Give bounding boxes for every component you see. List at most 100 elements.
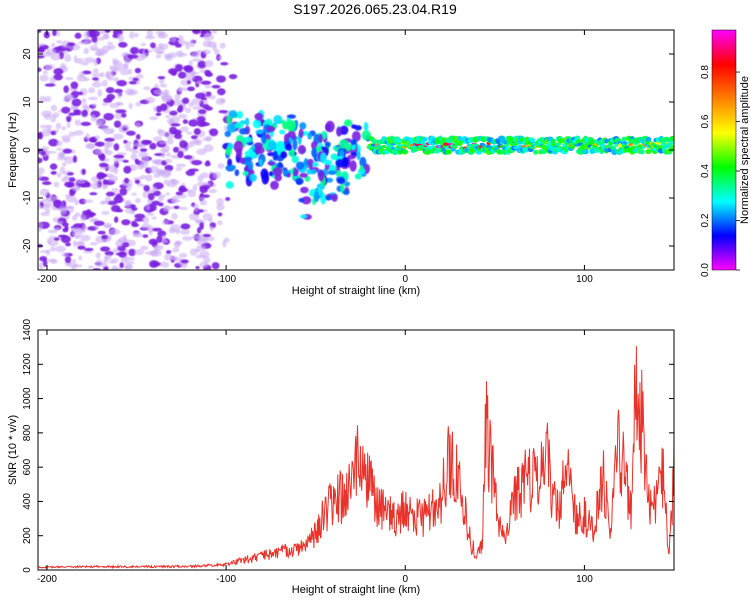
spectrogram-cell: [286, 173, 291, 178]
spectrogram-cell: [49, 246, 57, 252]
snr-y-axis: 0 200 400 600 800 1000 1200 1400: [22, 318, 674, 573]
spectrogram-cell: [130, 153, 138, 161]
spectrogram-cell: [336, 126, 342, 137]
spectrogram-cell: [325, 120, 335, 133]
spectrogram-cell: [179, 126, 189, 133]
spectrogram-cell: [74, 119, 82, 126]
spectrogram-cell: [50, 53, 61, 61]
spectrogram-cell: [268, 171, 274, 177]
spectrogram-cell: [212, 171, 221, 179]
spectrogram-cell: [121, 112, 127, 118]
y-tick-label: 10: [22, 96, 33, 108]
spectrogram-cell: [158, 77, 165, 85]
spectrogram-cell: [66, 115, 72, 123]
spectrogram-cell: [157, 202, 164, 207]
spectrogram-cell: [139, 183, 146, 187]
spectrogram-cell: [275, 140, 285, 150]
spectrogram-cell: [199, 200, 208, 206]
spectrogram-cell: [217, 163, 225, 169]
spectrogram-cell: [113, 77, 119, 83]
spectrogram-cell: [42, 258, 48, 267]
x-tick-label: 0: [402, 574, 408, 585]
spectrogram-cell: [97, 230, 106, 235]
spectrogram-cell: [128, 248, 136, 257]
spectrogram-cell: [361, 130, 372, 141]
spectrogram-cell: [283, 133, 290, 143]
spectrogram-cell: [254, 112, 264, 121]
spectrogram-cell: [170, 199, 181, 203]
spectrogram-x-axis: -200 -100 0 100: [37, 30, 593, 285]
spectrogram-cell: [224, 130, 232, 138]
spectrogram-cell: [151, 261, 162, 267]
spectrogram-cell: [63, 175, 71, 180]
spectrogram-cell: [452, 145, 458, 149]
spectrogram-cell: [314, 190, 320, 203]
spectrogram-cell: [191, 159, 203, 166]
spectrogram-cell: [103, 112, 115, 121]
spectrogram-cell: [171, 247, 180, 253]
spectrogram-cell: [38, 43, 45, 47]
spectrogram-cell: [119, 187, 128, 196]
spectrogram-cell: [196, 80, 202, 85]
spectrogram-cell: [92, 68, 99, 74]
spectrogram-cell: [178, 252, 188, 259]
spectrogram-cell: [90, 47, 102, 52]
spectrogram-cell: [354, 125, 362, 131]
spectrogram-cell: [120, 68, 130, 76]
spectrogram-cell: [401, 149, 409, 155]
spectrogram-cell: [226, 115, 232, 125]
spectrogram-cell: [252, 119, 262, 129]
spectrogram-cell: [67, 42, 76, 47]
spectrogram-cell: [38, 132, 43, 139]
spectrogram-cell: [112, 248, 120, 254]
spectrogram-cell: [180, 223, 191, 230]
spectrogram-cell: [163, 205, 170, 212]
spectrogram-cell: [40, 150, 46, 156]
spectrogram-cell: [104, 149, 114, 156]
spectrogram-cell: [140, 42, 147, 47]
spectrogram-cell: [66, 122, 71, 129]
spectrogram-cell: [196, 245, 207, 252]
spectrogram-cell: [292, 138, 298, 151]
spectrogram-cell: [104, 141, 114, 148]
spectrogram-cell: [216, 75, 226, 83]
spectrogram-cell: [120, 257, 128, 263]
spectrogram-cell: [65, 242, 71, 247]
spectrogram-cell: [325, 195, 331, 201]
spectrogram-cell: [171, 70, 177, 76]
spectrogram-cell: [247, 160, 254, 172]
spectrogram-cell: [44, 64, 55, 70]
spectrogram-cell: [46, 150, 57, 154]
spectrogram-cell: [92, 103, 97, 107]
snr-x-axis: -200 -100 0 100: [37, 330, 593, 585]
spectrogram-cell: [113, 154, 125, 159]
spectrogram-cell: [139, 174, 147, 180]
spectrogram-cell: [171, 179, 180, 185]
spectrogram-cell: [185, 107, 192, 114]
spectrogram-cell: [149, 142, 157, 150]
spectrogram-cell: [41, 128, 52, 137]
spectrogram-cell: [188, 213, 200, 221]
spectrogram-marks: [38, 30, 674, 270]
spectrogram-cell: [78, 41, 89, 45]
spectrogram-cell: [550, 138, 556, 145]
spectrogram-cell: [46, 249, 51, 256]
x-tick-label: -200: [37, 274, 57, 285]
spectrogram-cell: [124, 199, 132, 208]
spectrogram-cell: [295, 161, 305, 170]
spectrogram-cell: [228, 74, 238, 80]
spectrogram-cell: [170, 256, 177, 261]
spectrogram-cell: [197, 60, 207, 69]
spectrogram-cell: [71, 98, 82, 107]
spectrogram-cell: [299, 172, 308, 178]
spectrogram-cell: [90, 114, 96, 122]
spectrogram-cell: [180, 259, 189, 264]
spectrogram-cell: [96, 121, 103, 128]
spectrogram-cell: [209, 128, 219, 137]
spectrogram-cell: [165, 250, 172, 254]
spectrogram-cell: [123, 165, 132, 174]
spectrogram-cell: [133, 33, 139, 38]
spectrogram-cell: [128, 80, 137, 85]
spectrogram-cell: [117, 36, 124, 42]
spectrogram-cell: [70, 227, 82, 232]
